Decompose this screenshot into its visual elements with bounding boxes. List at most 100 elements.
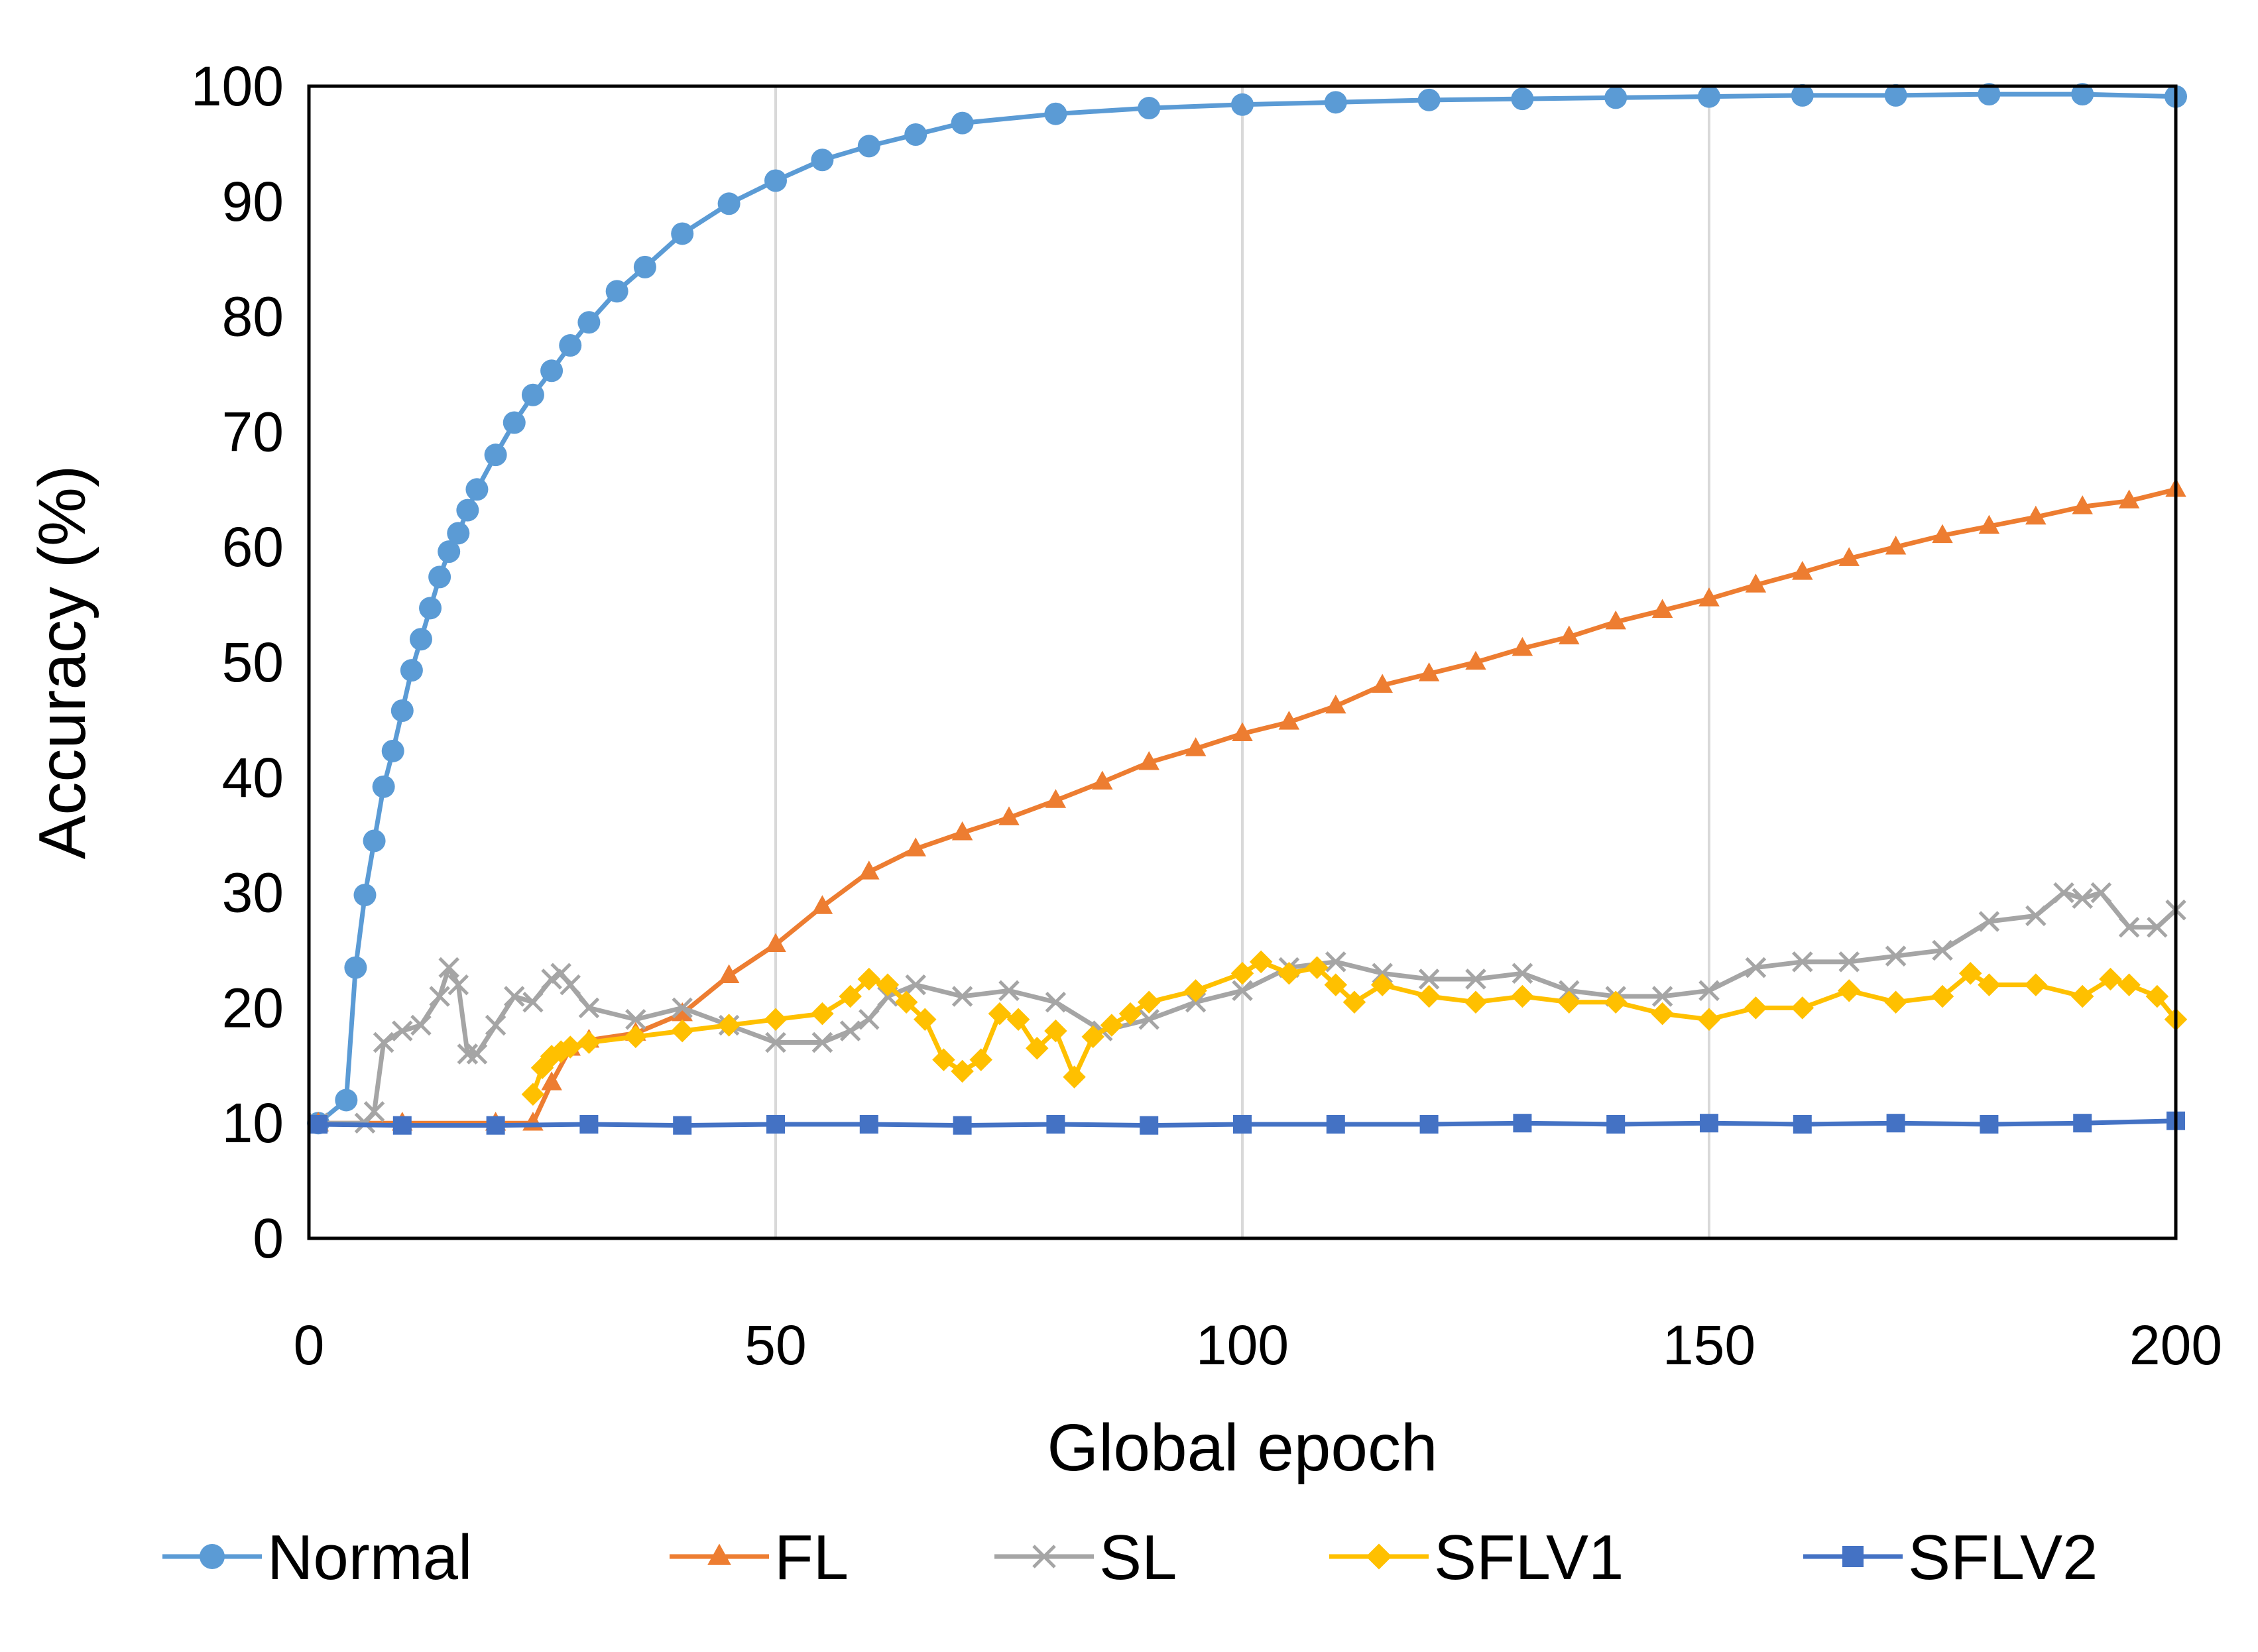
legend-item-sflv1: SFLV1 <box>1329 1522 1624 1593</box>
data-point-sflv1 <box>1791 996 1814 1020</box>
data-point-sflv1 <box>1006 1008 1030 1032</box>
data-point-fl <box>1092 770 1113 790</box>
data-point-sl <box>429 986 450 1007</box>
data-point-normal <box>577 311 601 334</box>
data-point-sflv1 <box>1417 984 1441 1008</box>
data-point-sflv1 <box>1342 990 1366 1014</box>
x-tick-label: 50 <box>744 1314 806 1376</box>
data-point-sflv1 <box>1958 962 1982 985</box>
data-point-sflv1 <box>1324 973 1348 996</box>
data-point-sflv2 <box>1419 1114 1439 1134</box>
data-point-sl <box>2025 905 2047 927</box>
data-point-fl <box>1792 561 1813 580</box>
data-point-sflv2 <box>1886 1114 1905 1133</box>
data-point-sflv1 <box>894 990 918 1014</box>
data-point-sl <box>1745 957 1767 978</box>
legend-item-normal: Normal <box>162 1522 472 1593</box>
data-point-sflv1 <box>1464 990 1488 1014</box>
x-tick-label: 100 <box>1196 1314 1289 1376</box>
data-point-fl <box>1465 650 1486 670</box>
data-point-normal <box>764 169 787 192</box>
data-point-sl <box>1698 980 1720 1002</box>
y-tick-label: 70 <box>222 400 284 463</box>
data-point-sflv1 <box>1511 984 1534 1008</box>
data-point-fl <box>1932 524 1953 544</box>
data-point-sflv2 <box>1326 1114 1345 1134</box>
data-point-sl <box>373 1032 394 1053</box>
data-point-sflv1 <box>876 973 900 996</box>
data-point-sflv1 <box>1931 984 1954 1008</box>
y-tick-label: 40 <box>222 746 284 809</box>
data-point-sflv2 <box>859 1114 878 1134</box>
data-point-sl <box>457 1043 479 1065</box>
data-point-sl <box>1325 951 1346 973</box>
data-point-fl <box>1651 599 1673 619</box>
data-point-fl <box>541 1071 562 1091</box>
data-point-sflv1 <box>1278 962 1301 985</box>
data-point-fl <box>2025 505 2047 525</box>
data-point-normal <box>671 222 694 245</box>
data-point-sflv1 <box>1063 1065 1086 1089</box>
data-point-sflv2 <box>953 1116 972 1135</box>
data-point-sl <box>1932 939 1953 961</box>
data-point-sl <box>1418 969 1440 990</box>
data-point-normal <box>1231 93 1254 116</box>
data-point-normal <box>419 597 442 620</box>
legend-label-sl: SL <box>1099 1522 1177 1593</box>
x-axis-title: Global epoch <box>1047 1411 1437 1485</box>
data-point-sl <box>998 980 1020 1002</box>
data-point-sflv1 <box>577 1031 601 1054</box>
y-tick-label: 0 <box>253 1207 284 1269</box>
data-point-normal <box>1604 86 1628 109</box>
data-point-fl <box>1745 573 1767 593</box>
data-point-normal <box>717 192 741 215</box>
series-line-sflv1 <box>530 959 2178 1095</box>
data-point-sflv1 <box>521 1083 545 1106</box>
legend-label-fl: FL <box>774 1522 849 1593</box>
data-point-fl <box>1185 737 1207 756</box>
data-point-fl <box>1885 535 1907 555</box>
y-axis-title: Accuracy (%) <box>25 465 99 860</box>
data-point-sl <box>2147 916 2168 938</box>
data-point-sl <box>485 1014 506 1036</box>
data-point-sl <box>1465 969 1486 990</box>
data-point-sl <box>1651 986 1673 1007</box>
data-point-fl <box>1278 711 1300 730</box>
data-point-fl <box>1138 750 1159 770</box>
data-point-sl <box>578 997 600 1019</box>
data-point-normal <box>400 659 423 682</box>
legend: Normal FL SL SFLV1 SFLV2 <box>162 1522 2098 1593</box>
data-point-fl <box>1418 662 1440 681</box>
data-point-sflv1 <box>932 1048 955 1071</box>
data-point-fl <box>1559 625 1580 645</box>
data-point-sflv2 <box>1793 1114 1812 1134</box>
data-point-normal <box>1138 97 1161 120</box>
data-point-fl <box>998 806 1020 825</box>
series-sflv2 <box>309 1111 2185 1135</box>
data-point-sl <box>1885 945 1907 967</box>
data-point-sflv2 <box>1980 1114 1999 1134</box>
data-point-sflv2 <box>579 1114 599 1134</box>
data-point-sflv1 <box>839 984 862 1008</box>
data-point-normal <box>503 411 526 434</box>
data-point-sflv1 <box>1025 1036 1049 1060</box>
data-point-sflv2 <box>1513 1114 1532 1133</box>
data-point-normal <box>633 255 656 278</box>
data-point-sflv2 <box>766 1114 785 1134</box>
legend-label-normal: Normal <box>267 1522 472 1593</box>
data-point-fl <box>2118 489 2140 508</box>
data-point-sflv1 <box>1249 950 1273 974</box>
data-point-sflv1 <box>1557 990 1581 1014</box>
data-point-sl <box>1838 951 1860 973</box>
y-tick-label: 50 <box>222 631 284 693</box>
data-point-fl <box>1978 514 2000 534</box>
data-point-sflv1 <box>764 1008 788 1032</box>
legend-marker-sflv2 <box>1842 1546 1864 1567</box>
x-tick-label: 200 <box>2129 1314 2222 1376</box>
data-point-normal <box>1511 88 1534 111</box>
data-point-normal <box>344 956 367 979</box>
data-point-sl <box>1138 1009 1159 1030</box>
data-point-sflv1 <box>914 1008 937 1032</box>
series-layer <box>307 83 2188 1135</box>
